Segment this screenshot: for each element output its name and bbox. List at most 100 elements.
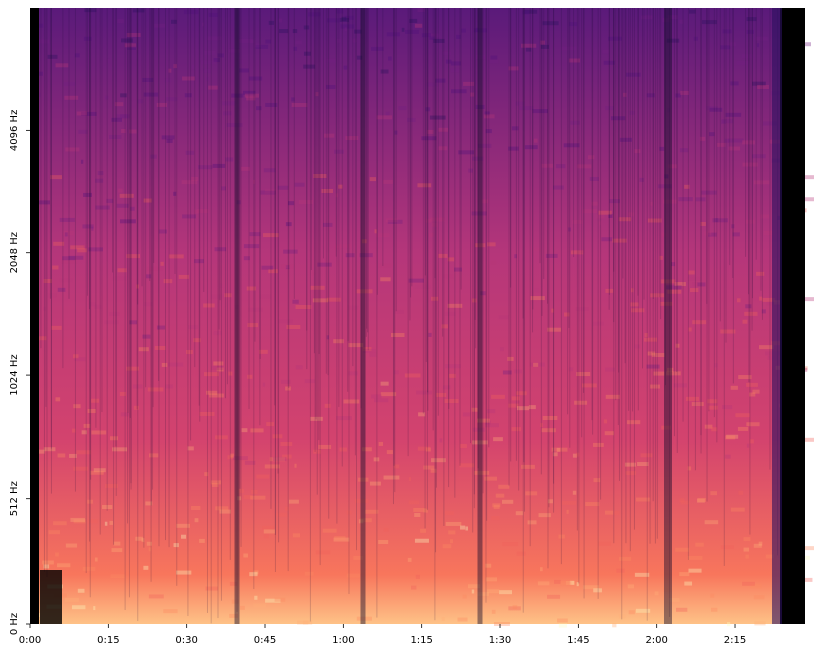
texture <box>385 218 398 223</box>
texture <box>502 542 519 547</box>
texture <box>462 594 467 599</box>
texture <box>253 570 259 575</box>
texture <box>231 93 244 98</box>
texture <box>532 109 548 114</box>
texture <box>248 307 263 312</box>
texture <box>366 8 368 329</box>
texture <box>462 412 471 417</box>
texture <box>701 20 717 25</box>
texture <box>569 22 578 27</box>
texture <box>628 8 630 411</box>
texture <box>414 23 423 28</box>
texture <box>708 8 710 412</box>
texture <box>48 530 61 535</box>
texture <box>618 8 620 481</box>
texture <box>302 620 309 625</box>
texture <box>487 589 500 594</box>
dark-band <box>477 8 483 624</box>
texture <box>407 557 412 562</box>
texture <box>333 339 344 344</box>
texture <box>306 8 308 331</box>
texture <box>205 586 219 591</box>
texture <box>578 8 580 584</box>
texture <box>322 528 337 533</box>
texture <box>424 8 426 276</box>
dark-band <box>360 8 366 624</box>
texture <box>47 293 57 298</box>
texture <box>143 198 152 203</box>
texture <box>280 379 291 384</box>
texture <box>94 557 98 562</box>
texture <box>605 288 614 293</box>
texture <box>166 139 173 144</box>
texture <box>759 345 774 350</box>
x-tick-label: 2:00 <box>645 635 667 646</box>
texture <box>74 8 76 492</box>
texture <box>288 499 299 504</box>
texture <box>130 206 135 211</box>
texture <box>145 274 152 279</box>
texture <box>434 8 436 279</box>
texture <box>542 21 559 26</box>
texture <box>533 138 538 143</box>
texture <box>255 44 269 49</box>
texture <box>304 571 314 576</box>
texture <box>348 343 364 348</box>
texture <box>547 327 561 332</box>
texture <box>510 8 512 462</box>
texture <box>423 465 435 470</box>
texture <box>272 456 287 461</box>
texture <box>650 293 665 298</box>
texture <box>62 231 74 236</box>
texture <box>213 361 224 366</box>
texture <box>415 574 420 579</box>
texture <box>68 255 84 260</box>
texture <box>206 390 218 395</box>
texture <box>76 111 88 116</box>
texture <box>434 8 436 621</box>
texture <box>120 114 128 119</box>
texture <box>417 446 430 451</box>
texture <box>712 218 728 223</box>
texture <box>178 274 190 279</box>
texture <box>438 127 449 132</box>
texture <box>203 303 215 308</box>
texture <box>292 299 299 304</box>
texture <box>165 8 167 541</box>
texture <box>760 214 769 219</box>
texture <box>378 263 392 268</box>
texture <box>113 541 121 546</box>
texture <box>410 8 412 298</box>
texture <box>521 464 535 469</box>
texture <box>751 8 753 299</box>
texture <box>676 607 688 612</box>
texture <box>417 183 432 188</box>
texture <box>743 547 750 552</box>
texture <box>297 620 313 625</box>
texture <box>471 211 487 216</box>
texture <box>293 46 298 51</box>
texture <box>679 148 689 153</box>
texture <box>414 512 421 517</box>
texture <box>612 623 617 628</box>
texture <box>624 8 626 364</box>
texture <box>65 147 80 152</box>
texture <box>33 449 45 454</box>
texture <box>420 528 427 533</box>
texture <box>240 605 245 610</box>
texture <box>203 8 205 292</box>
texture <box>753 543 762 548</box>
texture <box>50 8 52 449</box>
texture <box>748 8 750 295</box>
texture <box>692 282 699 287</box>
texture <box>243 256 250 261</box>
texture <box>652 8 654 502</box>
texture <box>448 8 450 409</box>
texture <box>46 8 48 578</box>
texture <box>632 8 634 412</box>
texture <box>47 54 58 59</box>
texture <box>610 116 626 121</box>
texture <box>708 232 717 237</box>
texture <box>540 40 545 45</box>
texture <box>106 8 108 511</box>
